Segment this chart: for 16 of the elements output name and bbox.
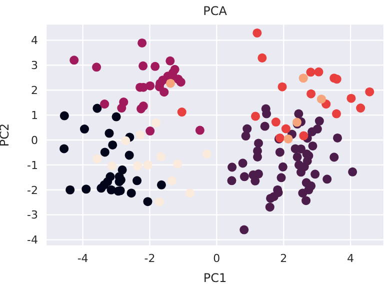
y-tick-label: 1 — [31, 108, 38, 122]
y-tick-label: 2 — [31, 84, 38, 98]
x-axis-title: PC1 — [203, 271, 227, 284]
x-tick-label: -2 — [144, 252, 156, 265]
x-tick-label: -4 — [77, 252, 88, 265]
x-tick-label: 2 — [280, 252, 288, 265]
y-tick-label: 3 — [31, 59, 38, 72]
x-tick-label: 0 — [213, 252, 220, 265]
y-tick-label: 4 — [31, 34, 38, 48]
y-tick-label: 0 — [31, 134, 38, 147]
y-tick-label: -2 — [27, 184, 38, 197]
y-tick-label: -3 — [27, 208, 38, 222]
y-tick-label: -4 — [27, 234, 38, 247]
chart-title: PCA — [203, 4, 228, 18]
y-tick-label: -1 — [27, 158, 38, 172]
x-tick-label: 4 — [347, 252, 354, 265]
